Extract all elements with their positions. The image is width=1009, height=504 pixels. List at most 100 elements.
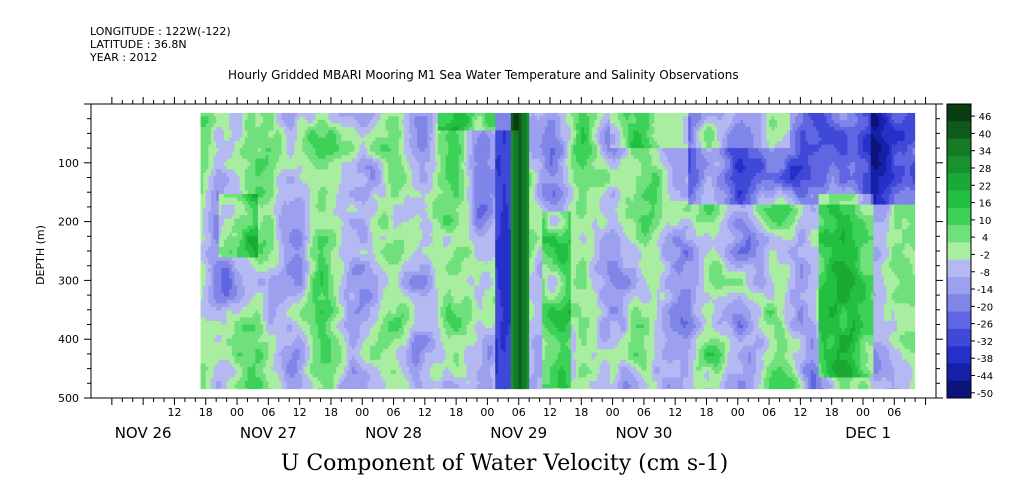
heatmap-cell xyxy=(239,299,243,304)
heatmap-cell xyxy=(224,320,228,325)
heatmap-cell xyxy=(268,313,272,318)
heatmap-cell xyxy=(341,144,345,149)
heatmap-cell xyxy=(200,313,204,318)
heatmap-cell xyxy=(250,250,254,255)
heatmap-cell xyxy=(354,232,358,237)
heatmap-cell xyxy=(304,232,308,237)
heatmap-cell xyxy=(336,204,340,209)
heatmap-cell xyxy=(349,261,353,265)
heatmap-cell xyxy=(244,197,248,202)
heatmap-cell xyxy=(317,119,321,124)
heatmap-cell xyxy=(208,165,212,170)
heatmap-cell xyxy=(315,356,319,361)
heatmap-cell xyxy=(278,253,282,258)
heatmap-cell xyxy=(307,144,311,149)
heatmap-cell xyxy=(205,197,209,202)
heatmap-cell xyxy=(362,225,366,230)
heatmap-cell xyxy=(317,243,321,248)
heatmap-cell xyxy=(205,155,209,160)
heatmap-cell xyxy=(255,342,259,347)
heatmap-cell xyxy=(242,356,246,361)
heatmap-cell xyxy=(317,349,321,354)
heatmap-cell xyxy=(237,126,241,131)
heatmap-cell xyxy=(291,232,295,237)
heatmap-cell xyxy=(328,310,332,315)
heatmap-cell xyxy=(357,169,361,174)
heatmap-cell xyxy=(218,261,222,265)
heatmap-cell xyxy=(239,239,243,244)
heatmap-cell xyxy=(205,338,209,343)
heatmap-cell xyxy=(234,183,238,188)
heatmap-cell xyxy=(242,197,246,202)
heatmap-cell xyxy=(304,317,308,322)
heatmap-cell xyxy=(263,141,267,145)
heatmap-cell xyxy=(294,380,298,385)
heatmap-cell xyxy=(317,328,321,332)
heatmap-cell xyxy=(226,204,230,209)
heatmap-cell xyxy=(208,186,212,191)
heatmap-cell xyxy=(328,250,332,255)
heatmap-cell xyxy=(255,299,259,304)
heatmap-cell xyxy=(341,112,345,117)
heatmap-cell xyxy=(263,363,267,368)
heatmap-cell xyxy=(200,292,204,297)
heatmap-cell xyxy=(328,158,332,163)
heatmap-cell xyxy=(310,155,314,160)
heatmap-cell xyxy=(221,151,225,156)
heatmap-cell xyxy=(328,317,332,322)
heatmap-cell xyxy=(343,388,347,390)
heatmap-cell xyxy=(276,225,280,230)
heatmap-cell xyxy=(312,193,316,198)
heatmap-cell xyxy=(273,218,277,223)
heatmap-cell xyxy=(328,320,332,325)
heatmap-cell xyxy=(299,352,303,357)
heatmap-cell xyxy=(224,222,228,227)
heatmap-cell xyxy=(205,257,209,262)
heatmap-cell xyxy=(338,225,342,230)
heatmap-cell xyxy=(281,236,285,241)
heatmap-cell xyxy=(357,292,361,297)
heatmap-cell xyxy=(294,130,298,135)
heatmap-cell xyxy=(310,345,314,350)
heatmap-cell xyxy=(265,366,269,371)
heatmap-cell xyxy=(291,366,295,371)
heatmap-cell xyxy=(362,328,366,332)
heatmap-cell xyxy=(312,208,316,213)
heatmap-cell xyxy=(229,193,233,198)
heatmap-cell xyxy=(231,218,235,223)
heatmap-cell xyxy=(278,275,282,280)
heatmap-cell xyxy=(330,232,334,237)
heatmap-cell xyxy=(276,186,280,191)
heatmap-cell xyxy=(257,370,261,375)
heatmap-cell xyxy=(257,172,261,177)
heatmap-cell xyxy=(310,363,314,368)
heatmap-cell xyxy=(200,310,204,315)
heatmap-cell xyxy=(231,377,235,382)
heatmap-cell xyxy=(226,208,230,213)
heatmap-cell xyxy=(263,268,267,272)
heatmap-cell xyxy=(260,338,264,343)
heatmap-cell xyxy=(205,112,209,117)
heatmap-cell xyxy=(354,320,358,325)
heatmap-cell xyxy=(268,211,272,216)
heatmap-cell xyxy=(351,313,355,318)
heatmap-cell xyxy=(315,243,319,248)
heatmap-cell xyxy=(231,331,235,336)
heatmap-cell xyxy=(203,303,207,308)
heatmap-cell xyxy=(351,126,355,131)
heatmap-cell xyxy=(320,148,324,153)
heatmap-cell xyxy=(328,193,332,198)
heatmap-cell xyxy=(229,239,233,244)
heatmap-cell xyxy=(312,303,316,308)
heatmap-cell xyxy=(252,179,256,184)
heatmap-cell xyxy=(289,324,293,329)
heatmap-cell xyxy=(330,356,334,361)
heatmap-cell xyxy=(200,306,204,311)
heatmap-cell xyxy=(250,384,254,389)
heatmap-cell xyxy=(226,179,230,184)
heatmap-cell xyxy=(315,112,319,117)
heatmap-cell xyxy=(304,236,308,241)
heatmap-cell xyxy=(362,306,366,311)
heatmap-cell xyxy=(229,373,233,378)
heatmap-cell xyxy=(307,112,311,117)
